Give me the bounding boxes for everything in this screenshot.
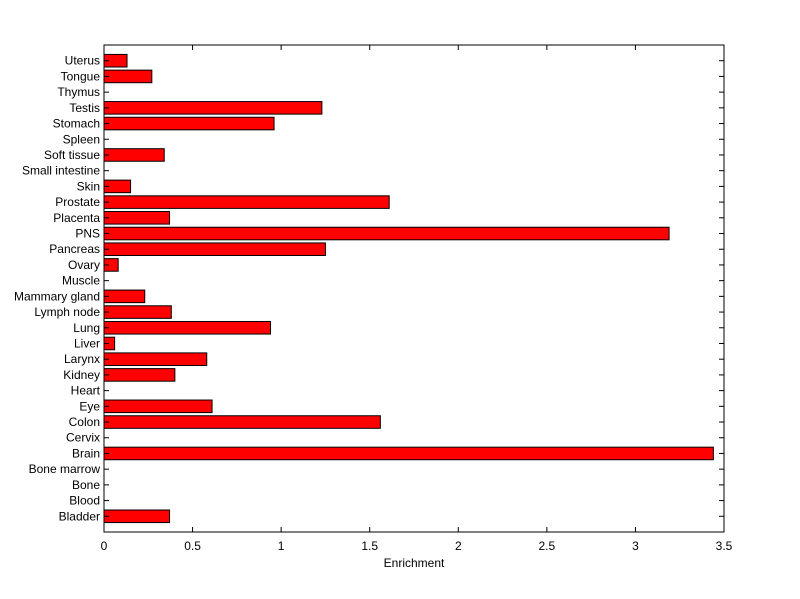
category-label-brain: Brain xyxy=(72,446,100,460)
bar-bladder xyxy=(103,509,171,524)
category-label-bladder: Bladder xyxy=(59,509,100,523)
category-label-heart: Heart xyxy=(71,384,101,398)
bar-larynx xyxy=(103,352,208,366)
bars-group xyxy=(103,53,714,524)
x-tick-label: 3 xyxy=(632,539,639,553)
category-label-lymph-node: Lymph node xyxy=(34,305,100,319)
bar-tongue xyxy=(103,69,153,84)
x-tick-label: 1.5 xyxy=(361,539,378,553)
category-label-thymus: Thymus xyxy=(57,85,100,99)
category-label-liver: Liver xyxy=(74,336,100,350)
category-label-soft-tissue: Soft tissue xyxy=(44,148,100,162)
category-label-lung: Lung xyxy=(73,321,100,335)
bar-testis xyxy=(103,101,323,115)
bar-mammary-gland xyxy=(103,289,146,304)
x-tick-label: 0 xyxy=(101,539,108,553)
category-label-colon: Colon xyxy=(69,415,100,429)
bar-eye xyxy=(103,399,213,414)
category-label-pns: PNS xyxy=(75,227,100,241)
bar-placenta xyxy=(103,211,171,225)
category-label-placenta: Placenta xyxy=(53,211,100,225)
category-label-bone-marrow: Bone marrow xyxy=(29,462,101,476)
x-tick-label: 0.5 xyxy=(184,539,201,553)
category-label-small-intestine: Small intestine xyxy=(22,164,100,178)
bar-lymph-node xyxy=(103,305,172,319)
category-label-muscle: Muscle xyxy=(62,274,100,288)
ticks-group xyxy=(103,45,725,532)
bar-pancreas xyxy=(103,242,326,257)
category-label-ovary: Ovary xyxy=(68,258,100,272)
bar-prostate xyxy=(103,195,390,209)
x-tick-label: 1 xyxy=(278,539,285,553)
category-label-blood: Blood xyxy=(69,494,100,508)
category-label-kidney: Kidney xyxy=(63,368,100,382)
plot-frame xyxy=(103,44,725,533)
category-label-larynx: Larynx xyxy=(64,352,100,366)
x-tick-label: 2 xyxy=(455,539,462,553)
category-label-uterus: Uterus xyxy=(65,54,100,68)
category-label-testis: Testis xyxy=(69,101,100,115)
bar-colon xyxy=(103,415,381,429)
category-label-mammary-gland: Mammary gland xyxy=(14,289,100,303)
category-label-prostate: Prostate xyxy=(55,195,100,209)
category-label-bone: Bone xyxy=(72,478,100,492)
category-label-pancreas: Pancreas xyxy=(49,242,100,256)
bar-pns xyxy=(103,226,670,241)
category-label-eye: Eye xyxy=(79,399,100,413)
bar-kidney xyxy=(103,368,176,382)
bar-brain xyxy=(103,446,714,461)
category-label-skin: Skin xyxy=(77,179,100,193)
x-tick-labels: 0 0.5 1 1.5 2 2.5 3 3.5 xyxy=(101,539,733,553)
bar-lung xyxy=(103,320,272,335)
category-label-cervix: Cervix xyxy=(66,431,100,445)
category-label-spleen: Spleen xyxy=(63,132,100,146)
x-tick-label: 3.5 xyxy=(716,539,733,553)
category-label-stomach: Stomach xyxy=(53,117,100,131)
x-axis-title: Enrichment xyxy=(384,556,445,570)
bar-stomach xyxy=(103,116,275,131)
x-tick-label: 2.5 xyxy=(539,539,556,553)
category-label-tongue: Tongue xyxy=(61,69,101,83)
bar-soft-tissue xyxy=(103,148,165,162)
